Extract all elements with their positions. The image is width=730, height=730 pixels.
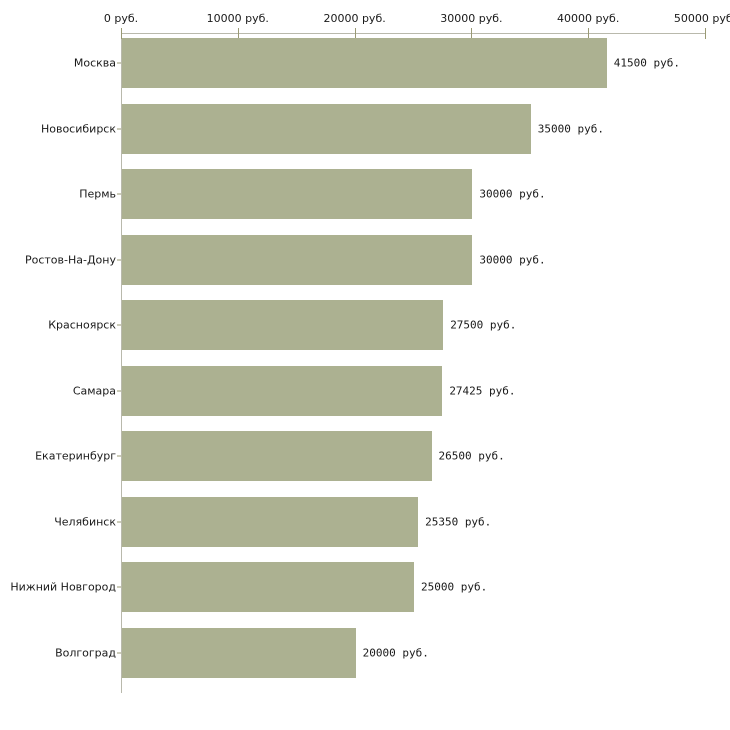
x-tick-label: 10000 руб. bbox=[206, 12, 269, 25]
x-tick-mark bbox=[121, 28, 122, 39]
bar-value-label: 20000 руб. bbox=[362, 646, 429, 659]
y-tick-mark bbox=[117, 324, 121, 326]
bar-value-label: 35000 руб. bbox=[537, 122, 605, 135]
y-category-label: Москва bbox=[73, 56, 116, 70]
bar-value-label: 25000 руб. bbox=[421, 580, 488, 594]
bar-value-label: 30000 руб. bbox=[479, 253, 546, 266]
y-tick-mark bbox=[117, 390, 121, 391]
y-category-label: Волгоград bbox=[55, 646, 116, 659]
y-tick-mark bbox=[117, 521, 121, 522]
bar[interactable] bbox=[122, 365, 443, 416]
y-tick-mark bbox=[117, 193, 121, 195]
y-category-label: Челябинск bbox=[54, 515, 116, 528]
x-tick-mark bbox=[354, 28, 356, 39]
y-category-label: Екатеринбург bbox=[35, 449, 116, 463]
bar[interactable] bbox=[122, 103, 531, 154]
bar[interactable] bbox=[122, 496, 419, 547]
bar-value-label: 41500 руб. bbox=[613, 56, 680, 70]
x-tick-label: 50000 руб. bbox=[673, 12, 730, 25]
bar[interactable] bbox=[122, 169, 473, 219]
y-tick-mark bbox=[117, 259, 121, 260]
x-tick-mark bbox=[705, 28, 706, 39]
x-tick-mark bbox=[471, 28, 473, 39]
x-tick-label: 30000 руб. bbox=[440, 12, 503, 25]
y-axis-line bbox=[121, 33, 122, 693]
bar[interactable] bbox=[122, 431, 432, 481]
y-tick-mark bbox=[117, 586, 121, 588]
x-tick-label: 0 руб. bbox=[103, 12, 139, 25]
y-category-label: Красноярск bbox=[48, 318, 116, 332]
bar[interactable] bbox=[122, 627, 356, 678]
y-tick-mark bbox=[117, 652, 121, 653]
x-tick-label: 40000 руб. bbox=[557, 12, 620, 25]
x-tick-label: 20000 руб. bbox=[323, 12, 386, 25]
x-tick-mark bbox=[588, 28, 590, 39]
bar-value-label: 26500 руб. bbox=[438, 449, 505, 463]
y-category-label: Новосибирск bbox=[40, 122, 116, 135]
y-category-label: Пермь bbox=[79, 187, 116, 201]
x-tick-mark bbox=[237, 28, 239, 39]
y-tick-mark bbox=[117, 62, 121, 64]
bar-value-label: 27500 руб. bbox=[450, 318, 517, 332]
y-tick-mark bbox=[117, 455, 121, 457]
bar[interactable] bbox=[122, 234, 473, 285]
y-tick-mark bbox=[117, 128, 121, 129]
bar[interactable] bbox=[122, 300, 444, 350]
x-axis-line bbox=[121, 33, 705, 34]
y-category-label: Нижний Новгород bbox=[10, 580, 116, 594]
bar-value-label: 30000 руб. bbox=[479, 187, 546, 201]
y-category-label: Ростов-На-Дону bbox=[24, 253, 116, 266]
y-category-label: Самара bbox=[72, 384, 116, 397]
bar[interactable] bbox=[122, 38, 607, 88]
bar[interactable] bbox=[122, 562, 414, 612]
bar-value-label: 25350 руб. bbox=[425, 515, 492, 528]
bar-value-label: 27425 руб. bbox=[449, 384, 516, 397]
